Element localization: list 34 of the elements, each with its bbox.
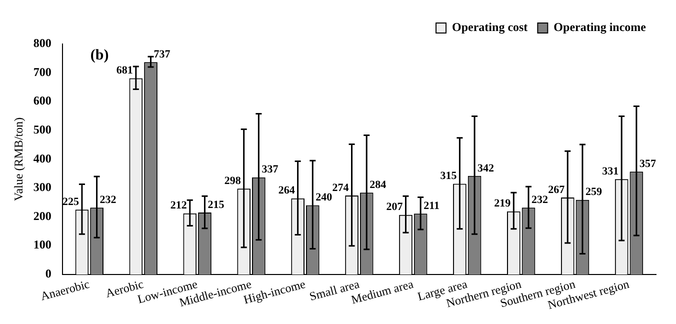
y-tick-label: 800 bbox=[33, 36, 52, 50]
data-label: 212 bbox=[170, 200, 188, 212]
data-label: 331 bbox=[602, 165, 619, 178]
data-label: 357 bbox=[639, 158, 656, 170]
data-label: 219 bbox=[494, 198, 512, 210]
legend-label: Operating income bbox=[554, 20, 647, 34]
data-label: 342 bbox=[478, 162, 495, 174]
data-label: 315 bbox=[440, 170, 458, 182]
data-label: 232 bbox=[532, 194, 549, 206]
y-tick-label: 300 bbox=[33, 180, 52, 194]
legend-label: Operating cost bbox=[452, 20, 528, 34]
data-label: 211 bbox=[424, 200, 440, 212]
data-label: 215 bbox=[208, 198, 225, 211]
data-label: 298 bbox=[224, 174, 242, 187]
data-label: 267 bbox=[548, 184, 566, 196]
y-tick-label: 200 bbox=[33, 208, 52, 223]
data-label: 337 bbox=[262, 164, 279, 176]
y-tick-label: 600 bbox=[33, 94, 52, 108]
y-tick-label: 500 bbox=[33, 122, 52, 137]
data-label: 232 bbox=[100, 194, 117, 206]
data-label: 737 bbox=[154, 48, 171, 60]
data-label: 284 bbox=[370, 178, 387, 191]
data-label: 264 bbox=[278, 184, 296, 197]
data-label: 259 bbox=[585, 186, 602, 198]
data-label: 207 bbox=[386, 201, 404, 214]
y-tick-label: 700 bbox=[33, 64, 52, 79]
data-label: 681 bbox=[116, 64, 133, 77]
data-label: 240 bbox=[316, 192, 333, 204]
y-tick-label: 100 bbox=[33, 238, 52, 252]
chart-title: (b) bbox=[90, 47, 109, 64]
data-label: 274 bbox=[332, 182, 350, 194]
y-tick-label: 400 bbox=[33, 151, 52, 166]
data-label: 225 bbox=[62, 196, 80, 208]
y-axis-title: Value (RMB/ton) bbox=[11, 117, 26, 202]
